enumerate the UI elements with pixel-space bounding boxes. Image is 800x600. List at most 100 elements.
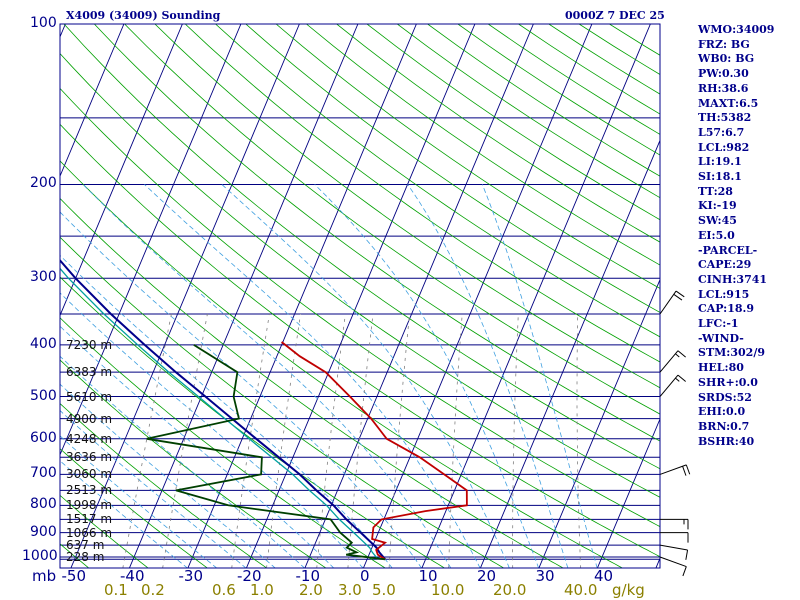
index-item: SRDS:52 [698, 390, 752, 404]
pressure-tick-label: 100 [30, 15, 57, 31]
dry-adiabat [245, 24, 660, 313]
moist-adiabat [407, 184, 569, 568]
mixing-ratio-tick-label: 10.0 [431, 581, 465, 599]
moist-adiabat [144, 184, 481, 568]
index-item: EHI:0.0 [698, 405, 746, 419]
moist-adiabat [481, 184, 598, 568]
dry-adiabat [124, 24, 660, 415]
isotherm [70, 24, 300, 568]
mixing-ratio-tick-label: 0.6 [212, 581, 236, 599]
dry-adiabat [60, 53, 660, 498]
temperature-tick-label: 30 [535, 567, 555, 585]
plot-frame [59, 23, 661, 569]
height-label: 1066 m [66, 525, 113, 540]
isotherm [60, 24, 66, 39]
barb-flag [682, 466, 687, 476]
index-item: PW:0.30 [698, 67, 749, 81]
barb-flag [675, 377, 680, 382]
moist-adiabat [60, 325, 335, 568]
index-item: CAP:18.9 [698, 302, 755, 316]
index-item: HEL:80 [698, 361, 744, 375]
index-item: EI:5.0 [698, 228, 735, 242]
temperature-tick-label: -30 [178, 567, 204, 585]
moist-adiabat [60, 410, 247, 568]
pressure-tick-label: 400 [30, 335, 57, 352]
barb-staff [659, 464, 687, 475]
dry-adiabat [60, 160, 624, 568]
indices-panel: WMO:34009 FRZ: BG WB0: BG PW:0.30 RH:38.6 MAX… [698, 23, 774, 449]
index-item: SHR+:0.0 [698, 375, 758, 389]
isotherm [538, 278, 660, 568]
mixing-ratio-line [162, 313, 208, 568]
dry-adiabat [60, 403, 268, 568]
height-label: 3060 m [66, 467, 113, 482]
chart-datetime: 0000Z 7 DEC 25 [565, 9, 665, 22]
dry-adiabat [60, 236, 505, 568]
barb-staff [659, 374, 679, 397]
index-item: BRN:0.7 [698, 419, 750, 433]
index-item: LCL:982 [698, 140, 750, 154]
dry-adiabat [154, 24, 660, 389]
index-item: WMO:34009 [698, 23, 775, 36]
height-label: 1517 m [66, 512, 113, 527]
dry-adiabat [60, 197, 564, 568]
barb-staff [659, 544, 688, 551]
wind-barb [659, 374, 686, 397]
mixing-ratio-tick-label: 1.0 [250, 581, 274, 599]
index-item: L57:6.7 [698, 125, 745, 139]
height-label: 6383 m [66, 365, 113, 380]
moist-adiabat [221, 184, 510, 568]
height-label: 637 m [66, 538, 105, 553]
isotherm [60, 24, 242, 456]
index-item: SW:45 [698, 214, 737, 228]
mixing-ratio-tick-label: 20.0 [493, 581, 527, 599]
virtual-parcel-line [60, 267, 379, 560]
pressure-tick-label: 900 [30, 523, 57, 540]
dry-adiabat [60, 494, 149, 568]
temperature-tick-label: 0 [360, 567, 370, 585]
height-label: 1998 m [66, 498, 113, 513]
isotherm [421, 24, 651, 568]
index-item: KI:-19 [698, 199, 737, 213]
mixing-ratio-line [576, 313, 582, 568]
pressure-tick-label: 600 [30, 429, 57, 446]
wind-barb [659, 544, 689, 560]
mixing-ratio-unit: g/kg [612, 581, 645, 599]
pressure-tick-label: 700 [30, 465, 57, 482]
barb-flag [685, 464, 691, 475]
moist-adiabat [314, 184, 540, 568]
index-item: -WIND- [698, 331, 744, 345]
dry-adiabat [60, 359, 327, 568]
dry-adiabat [94, 24, 660, 442]
wind-barb [659, 556, 687, 577]
temperature-tick-label: -10 [295, 567, 321, 585]
pressure-tick-label: 300 [30, 269, 57, 286]
barb-flag [677, 374, 686, 382]
pressure-tick-label: 1000 [22, 548, 58, 564]
index-item: WB0: BG [698, 52, 755, 66]
dry-adiabat [60, 123, 660, 558]
chart-title: X4009 (34009) Sounding [66, 9, 221, 22]
pressure-tick-label: 500 [30, 387, 57, 404]
index-item: TT:28 [698, 184, 733, 198]
moist-adiabat [82, 184, 452, 568]
height-label: 3636 m [66, 450, 113, 465]
isotherm [596, 417, 660, 568]
temperature-line [281, 341, 468, 561]
isotherm [60, 24, 183, 317]
moist-adiabat [60, 435, 218, 568]
isotherm [479, 139, 660, 568]
index-item: BSHR:40 [698, 434, 755, 448]
barb-staff [659, 556, 687, 568]
isotherm [362, 24, 593, 568]
parcel-line [60, 258, 386, 560]
height-label: 5610 m [66, 389, 113, 404]
dry-adiabat [60, 448, 208, 568]
mixing-ratio-tick-label: 0.1 [104, 581, 128, 599]
dry-adiabat [60, 87, 660, 528]
pressure-tick-label: 800 [30, 496, 57, 513]
barb-flag [685, 549, 689, 560]
isotherm [128, 24, 359, 568]
wind-barb [660, 532, 689, 543]
